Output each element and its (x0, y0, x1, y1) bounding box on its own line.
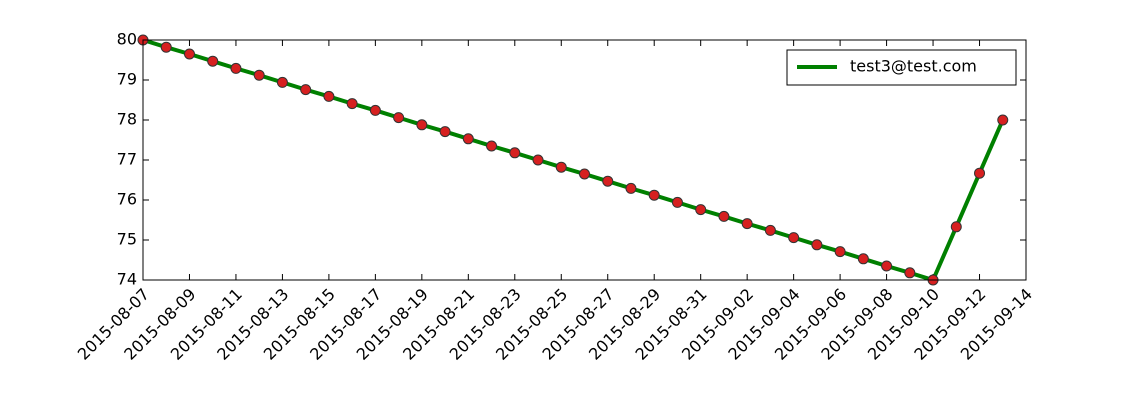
data-point (160, 41, 172, 53)
data-point (230, 62, 242, 74)
data-point (671, 196, 683, 208)
legend-label: test3@test.com (850, 57, 977, 76)
data-point (416, 119, 428, 131)
data-point (904, 267, 916, 279)
y-tick-label: 80 (117, 30, 137, 49)
data-point (695, 204, 707, 216)
y-tick-label: 78 (117, 110, 137, 129)
data-point (183, 48, 195, 60)
data-point (648, 189, 660, 201)
data-point (439, 126, 451, 138)
data-point (532, 154, 544, 166)
y-tick-label: 77 (117, 150, 137, 169)
data-point (509, 147, 521, 159)
data-point (857, 253, 869, 265)
y-tick-label: 79 (117, 70, 137, 89)
data-point (323, 90, 335, 102)
data-point (393, 112, 405, 124)
y-tick-label: 74 (117, 270, 137, 289)
data-point (346, 98, 358, 110)
data-point (555, 161, 567, 173)
data-point (486, 140, 498, 152)
plot-frame (142, 39, 1027, 281)
data-point (811, 239, 823, 251)
data-point (764, 224, 776, 236)
y-tick-label: 76 (117, 190, 137, 209)
data-point (602, 175, 614, 187)
data-point (974, 167, 986, 179)
data-point (625, 182, 637, 194)
data-point (741, 218, 753, 230)
data-point (788, 232, 800, 244)
data-point (997, 114, 1009, 126)
data-point (300, 84, 312, 96)
data-point (950, 221, 962, 233)
data-point (579, 168, 590, 180)
data-point (369, 104, 381, 116)
data-point (207, 55, 219, 67)
data-point (834, 246, 846, 258)
data-point (253, 69, 265, 81)
data-point (276, 76, 288, 88)
y-tick-label: 75 (117, 230, 137, 249)
data-point (462, 133, 474, 145)
data-point (881, 260, 893, 272)
data-point (718, 210, 730, 222)
